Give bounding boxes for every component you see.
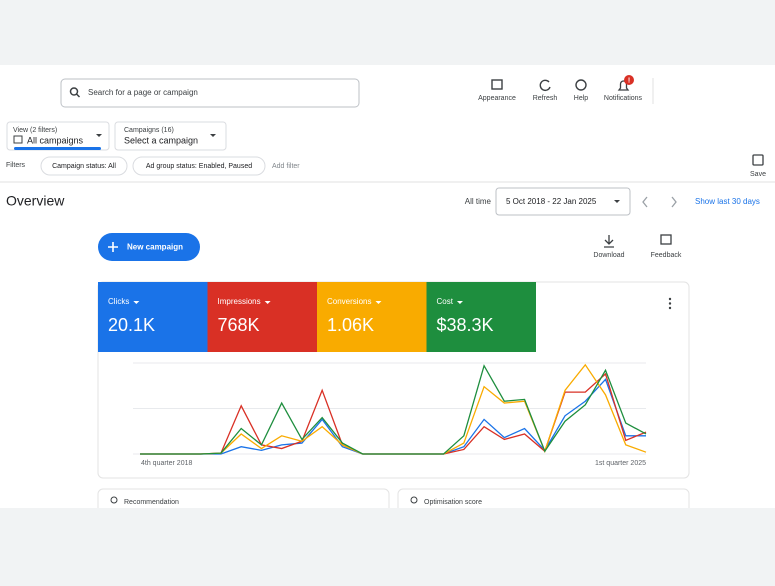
prev-button[interactable]: [642, 196, 648, 208]
metric-arrow: [133, 301, 140, 304]
metric-value: 1.06K: [327, 315, 374, 335]
bulb-icon: [110, 496, 118, 504]
chart: [133, 362, 647, 455]
toolbar-label[interactable]: Refresh: [533, 95, 558, 102]
save-label: Save: [750, 171, 766, 178]
download-icon[interactable]: [604, 235, 614, 248]
dropdown-arrow: [96, 134, 102, 137]
new-campaign-button[interactable]: [98, 233, 200, 261]
help-icon[interactable]: [575, 79, 587, 91]
notification-badge: [624, 75, 634, 85]
filter-chip[interactable]: [132, 156, 266, 176]
bottom-bg: [0, 508, 775, 581]
metric-name: Cost: [437, 297, 454, 306]
metric-tile[interactable]: [426, 282, 537, 352]
metric-arrow: [264, 301, 271, 304]
show-last-link[interactable]: Show last 30 days: [695, 197, 760, 206]
x-start-label: 4th quarter 2018: [141, 460, 192, 467]
campaign-selector[interactable]: [114, 121, 227, 151]
metric-tile[interactable]: [317, 282, 427, 352]
filter-chip-text: Ad group status: Enabled, Paused: [146, 163, 252, 170]
new-campaign-text: New campaign: [127, 243, 183, 252]
metric-value: 20.1K: [108, 315, 155, 335]
search-placeholder: Search for a page or campaign: [88, 88, 198, 97]
metric-name: Impressions: [218, 297, 261, 306]
refresh-icon[interactable]: [539, 79, 551, 92]
metric-name: Clicks: [108, 297, 129, 306]
metric-name: Conversions: [327, 297, 371, 306]
toolbar: Appearance Refresh Help Notifications: [478, 95, 642, 102]
feedback-label: Feedback: [651, 252, 682, 259]
view-label: View (2 filters): [13, 127, 57, 134]
date-picker[interactable]: [495, 187, 631, 216]
filter-chip-text: Campaign status: All: [52, 163, 116, 170]
more-menu[interactable]: [668, 297, 672, 310]
add-filter[interactable]: Add filter: [272, 163, 300, 170]
metric-tile[interactable]: [98, 282, 208, 352]
appearance-icon[interactable]: [491, 79, 503, 90]
view-underline: [14, 147, 101, 150]
card-title: Recommendation: [124, 499, 179, 506]
x-end-label: 1st quarter 2025: [595, 460, 646, 467]
save-icon[interactable]: [752, 154, 764, 166]
feedback-icon[interactable]: [660, 234, 672, 245]
campaigns-value: Select a campaign: [124, 135, 198, 145]
date-range: 5 Oct 2018 - 22 Jan 2025: [506, 197, 597, 206]
metric-arrow: [456, 301, 463, 304]
metric-tile[interactable]: [207, 282, 318, 352]
plus-icon: [108, 242, 118, 252]
series-line: [140, 364, 647, 455]
card-title: Optimisation score: [424, 499, 482, 506]
range-label: All time: [465, 197, 492, 206]
metric-arrow: [375, 301, 382, 304]
metrics: Clicks 20.1K Impressions 768K Conversions 1.0…: [98, 282, 536, 352]
filter-chip[interactable]: [40, 156, 128, 176]
metric-value: $38.3K: [437, 315, 494, 335]
next-button[interactable]: [671, 196, 677, 208]
metric-value: 768K: [218, 315, 260, 335]
badge-text: !: [628, 77, 630, 84]
campaigns-label: Campaigns (16): [124, 127, 174, 134]
search-box[interactable]: [60, 78, 360, 108]
dropdown-arrow: [210, 134, 216, 137]
home-icon: [13, 135, 23, 144]
view-value: All campaigns: [27, 135, 84, 145]
search-icon: [69, 87, 79, 96]
bulb-icon: [410, 496, 418, 504]
download-label: Download: [593, 252, 624, 259]
toolbar-label[interactable]: Notifications: [604, 95, 643, 102]
search-icon: [75, 93, 81, 98]
toolbar-label[interactable]: Help: [574, 95, 589, 102]
overview-title: Overview: [6, 193, 65, 209]
filters-label: Filters: [6, 162, 26, 169]
dropdown-arrow: [614, 200, 620, 203]
toolbar-label[interactable]: Appearance: [478, 95, 516, 102]
